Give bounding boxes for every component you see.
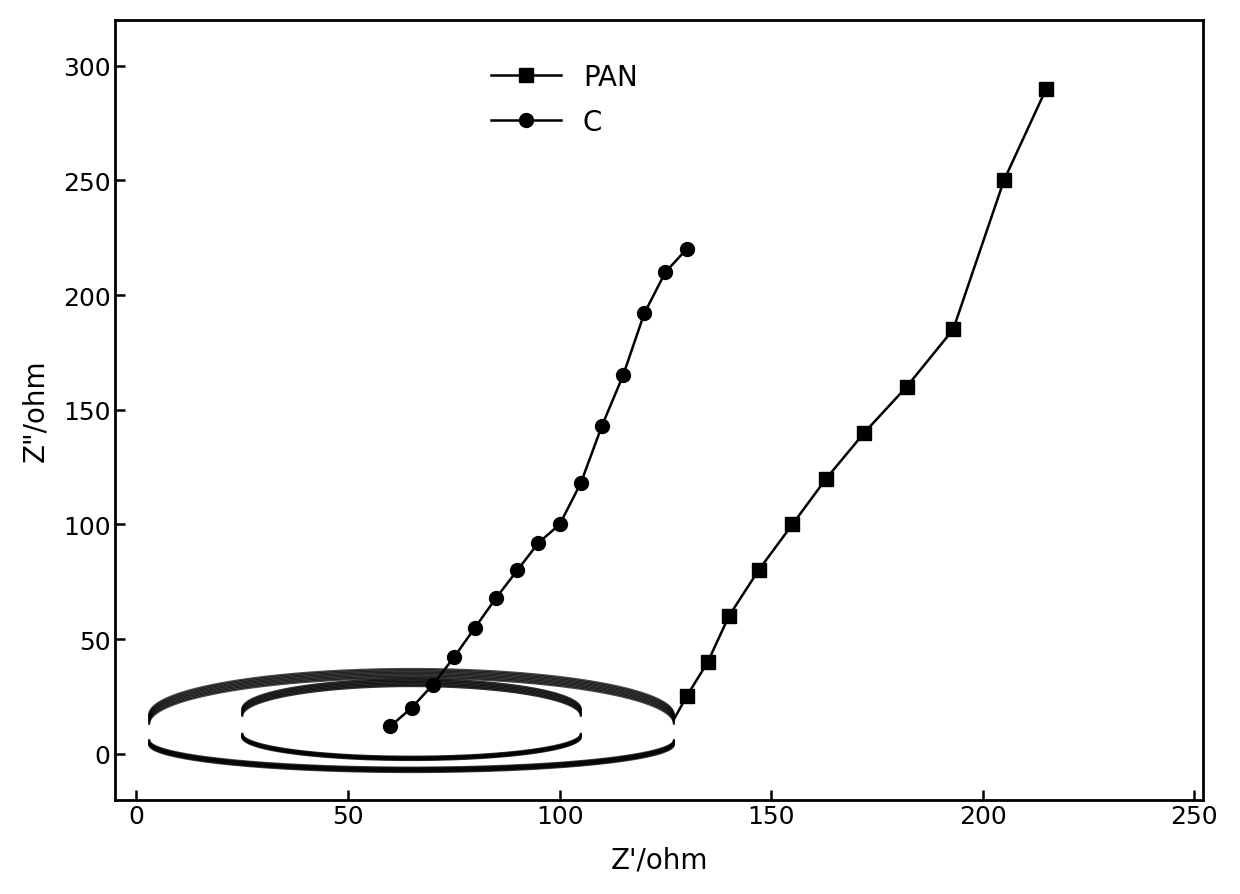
PAN xyxy=(785,519,800,530)
C xyxy=(383,721,398,732)
C xyxy=(680,245,694,256)
PAN xyxy=(751,565,766,576)
PAN xyxy=(680,691,694,702)
Line: PAN: PAN xyxy=(680,82,1053,704)
PAN xyxy=(997,176,1012,187)
C xyxy=(552,519,567,530)
C xyxy=(467,622,482,633)
X-axis label: Z'/ohm: Z'/ohm xyxy=(610,845,708,873)
Y-axis label: Z"/ohm: Z"/ohm xyxy=(21,359,48,461)
PAN xyxy=(701,657,715,668)
Line: C: C xyxy=(383,243,693,733)
C xyxy=(531,538,546,549)
C xyxy=(637,308,652,319)
C xyxy=(616,370,631,381)
C xyxy=(510,565,525,576)
C xyxy=(573,478,588,489)
Legend: PAN, C: PAN, C xyxy=(477,50,651,150)
C xyxy=(404,703,419,713)
PAN xyxy=(946,325,961,335)
PAN xyxy=(899,382,914,392)
PAN xyxy=(722,611,737,622)
C xyxy=(425,679,440,690)
PAN xyxy=(857,428,872,439)
C xyxy=(658,267,673,278)
PAN xyxy=(818,474,833,485)
C xyxy=(446,653,461,663)
C xyxy=(594,421,609,432)
C xyxy=(489,593,503,603)
PAN xyxy=(1039,84,1054,95)
